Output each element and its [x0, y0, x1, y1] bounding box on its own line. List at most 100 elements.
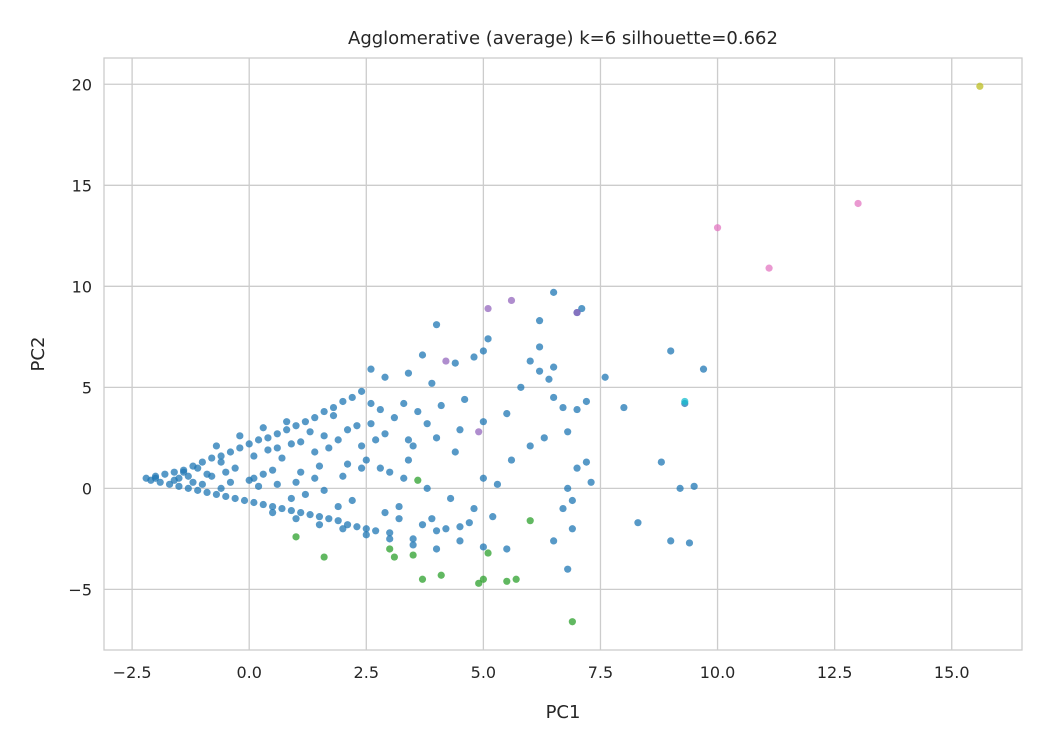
data-point [395, 502, 403, 511]
data-point [325, 515, 333, 523]
data-point [432, 545, 441, 553]
data-point [418, 521, 427, 529]
data-point [311, 448, 319, 456]
data-point [292, 533, 300, 541]
data-point [151, 474, 160, 482]
data-point [189, 478, 197, 486]
data-point [559, 504, 567, 513]
data-point [432, 321, 441, 329]
data-point [657, 458, 665, 466]
data-point [601, 373, 609, 381]
data-point [339, 472, 347, 480]
data-point [573, 464, 581, 472]
data-point [203, 470, 211, 478]
data-point [231, 464, 239, 472]
data-point [437, 571, 445, 579]
data-point [568, 525, 576, 533]
data-point [367, 399, 375, 408]
data-point [535, 343, 544, 351]
data-point [484, 335, 492, 343]
plot-frame [103, 57, 1023, 651]
data-point [489, 513, 497, 521]
data-point [325, 444, 333, 452]
data-point [175, 482, 183, 490]
grid [104, 58, 1022, 650]
data-point [170, 476, 178, 484]
y-tick-labels: −5 0 5 10 15 20 [68, 75, 92, 599]
data-point [278, 454, 286, 462]
data-point [269, 502, 277, 511]
data-point [320, 553, 328, 561]
data-point [194, 464, 202, 472]
data-point [409, 551, 417, 559]
data-point [540, 434, 548, 442]
y-tick-label: 10 [72, 277, 92, 296]
data-point [156, 478, 164, 486]
data-point [535, 367, 544, 375]
data-point [362, 531, 370, 539]
data-point [311, 474, 319, 482]
data-point [414, 476, 422, 484]
data-point [320, 432, 328, 440]
data-point [353, 422, 361, 430]
data-point [184, 472, 192, 480]
data-point [564, 484, 572, 492]
data-point [503, 410, 511, 418]
data-point [475, 428, 483, 436]
data-point [582, 397, 591, 406]
data-point [367, 420, 375, 428]
y-tick-label: 0 [82, 479, 92, 498]
data-point [386, 545, 394, 553]
data-point [503, 577, 511, 585]
data-point [259, 424, 267, 432]
y-tick-label: 5 [82, 378, 92, 397]
data-point [526, 442, 534, 450]
data-point [372, 527, 380, 535]
data-point [390, 414, 398, 422]
data-point [432, 434, 441, 442]
data-point [428, 379, 436, 387]
x-tick-label: 12.5 [817, 663, 853, 682]
data-point [564, 428, 572, 436]
data-point [690, 482, 698, 490]
data-point [400, 474, 408, 482]
data-point [170, 468, 178, 476]
data-point [245, 440, 253, 448]
data-point [376, 464, 384, 472]
data-point [437, 401, 445, 410]
data-point [699, 365, 708, 373]
data-point [297, 468, 305, 476]
data-point [568, 618, 576, 626]
data-point [442, 525, 450, 533]
data-point [451, 448, 459, 456]
data-point [250, 452, 258, 460]
data-point [250, 474, 258, 482]
data-point [484, 304, 492, 313]
data-point [306, 428, 314, 436]
data-point [315, 462, 324, 470]
data-point [329, 403, 338, 412]
data-point [465, 519, 473, 527]
data-point [348, 496, 356, 505]
x-tick-label: 0.0 [236, 663, 261, 682]
data-point [376, 405, 384, 414]
data-point [550, 393, 558, 402]
data-point [222, 492, 230, 501]
data-point [442, 357, 450, 365]
data-point [493, 480, 502, 488]
data-point [236, 444, 244, 452]
data-point [240, 496, 249, 505]
data-point [198, 480, 206, 488]
data-point [479, 543, 487, 551]
data-point [297, 438, 305, 446]
data-point [198, 458, 206, 466]
data-point [479, 347, 487, 355]
data-point [582, 458, 591, 466]
data-point [283, 426, 291, 434]
data-point [226, 478, 235, 486]
data-point [339, 525, 347, 533]
data-point [334, 502, 342, 511]
data-point [292, 515, 300, 523]
y-tick-label: −5 [68, 580, 92, 599]
data-point [587, 478, 595, 486]
